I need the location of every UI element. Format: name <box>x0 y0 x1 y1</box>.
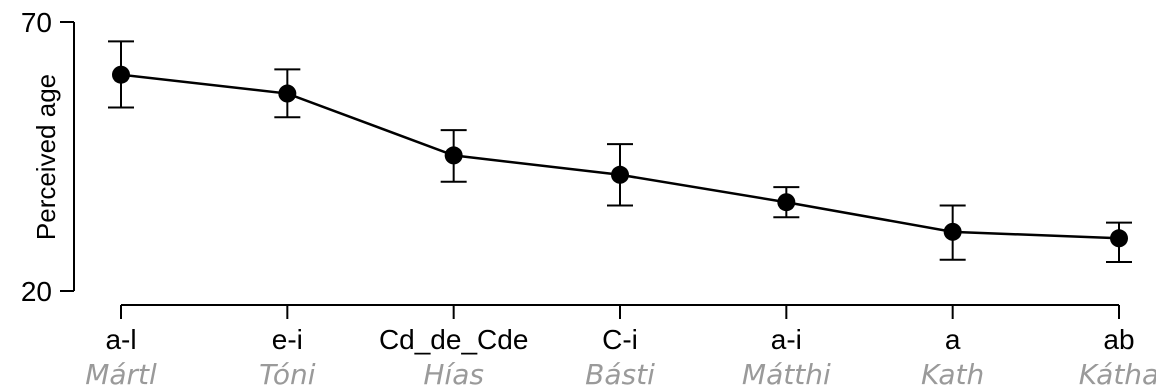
y-axis-title: Perceived age <box>31 74 61 240</box>
y-tick-label: 20 <box>21 276 52 307</box>
x-tick-sublabel: Mártl <box>85 358 157 391</box>
x-tick-sublabel: Básti <box>585 358 655 391</box>
x-tick-sublabel: Tóni <box>259 358 316 391</box>
data-point <box>611 165 629 184</box>
x-tick-label: a <box>945 324 961 355</box>
x-tick-label: a-i <box>771 324 802 355</box>
x-tick-label: e-i <box>272 324 303 355</box>
x-tick-sublabel: Mátthi <box>742 358 831 391</box>
x-tick-label: C-i <box>602 324 638 355</box>
x-tick-label: Cd_de_Cde <box>379 324 528 355</box>
x-tick-sublabel: Kath <box>921 358 984 391</box>
data-point <box>444 146 463 165</box>
x-tick-sublabel: Kátha <box>1079 358 1156 391</box>
data-point <box>278 84 297 103</box>
x-tick-label: ab <box>1103 324 1134 355</box>
data-point <box>777 193 796 212</box>
y-tick-label: 70 <box>21 7 52 38</box>
data-point <box>943 222 962 241</box>
x-tick-sublabel: Hías <box>423 358 484 391</box>
data-point <box>112 65 130 84</box>
data-point <box>1110 229 1128 248</box>
x-tick-label: a-l <box>105 324 136 355</box>
plot-area <box>108 40 1132 263</box>
